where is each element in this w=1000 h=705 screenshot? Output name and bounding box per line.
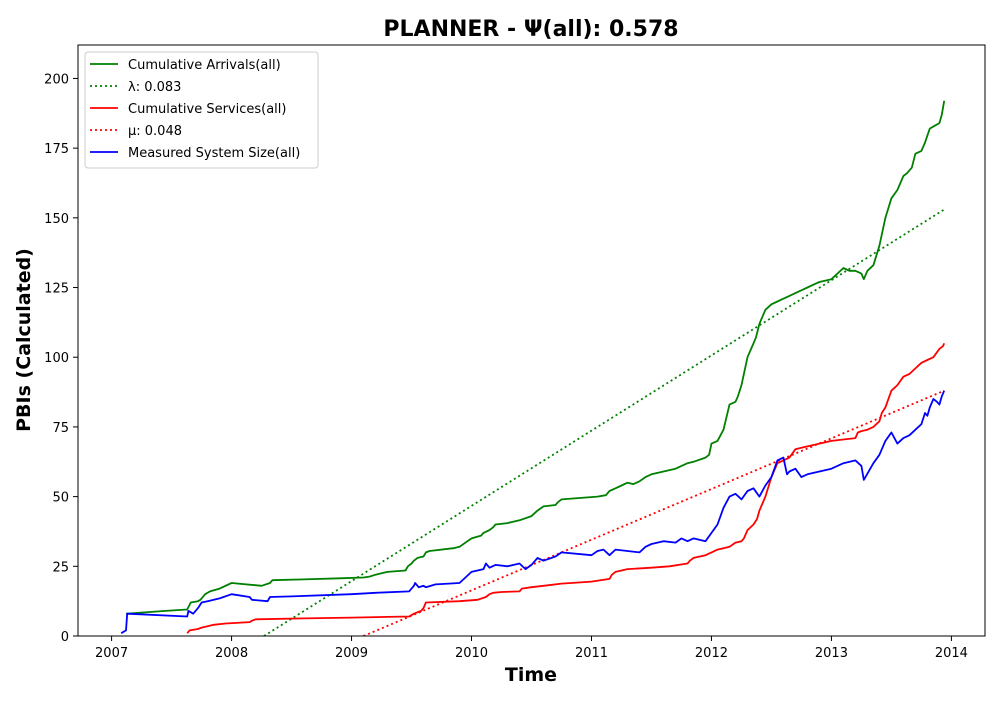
x-tick-label: 2012 — [695, 646, 728, 661]
plot-area — [120, 100, 946, 636]
legend-entry: Measured System Size(all) — [128, 146, 300, 161]
chart-title: PLANNER - Ψ(all): 0.578 — [383, 17, 678, 42]
y-tick-label: 0 — [61, 630, 69, 645]
legend-box — [84, 51, 319, 169]
x-axis-label: Time — [505, 664, 557, 686]
y-tick-label: 125 — [44, 282, 69, 297]
x-tick-label: 2013 — [815, 646, 848, 661]
y-tick-label: 150 — [44, 212, 69, 227]
y-axis-label: PBIs (Calculated) — [13, 248, 35, 432]
plot-frame — [77, 44, 986, 637]
legend-entry: Cumulative Services(all) — [128, 102, 286, 117]
series-line-3 — [363, 389, 945, 636]
x-tick-label: 2011 — [575, 646, 608, 661]
x-tick-label: 2007 — [95, 646, 128, 661]
y-tick-label: 50 — [52, 491, 69, 506]
y-tick-label: 75 — [52, 421, 69, 436]
x-axis: 2007 2008 2009 2010 2011 2012 2013 2014 — [95, 636, 968, 661]
x-tick-label: 2010 — [455, 646, 488, 661]
y-tick-label: 100 — [44, 351, 69, 366]
legend-entry: μ: 0.048 — [128, 124, 182, 139]
x-tick-label: 2008 — [215, 646, 248, 661]
x-tick-label: 2009 — [335, 646, 368, 661]
legend-entry: λ: 0.083 — [128, 80, 181, 95]
y-tick-label: 200 — [44, 72, 69, 87]
x-tick-label: 2014 — [935, 646, 968, 661]
legend-entry: Cumulative Arrivals(all) — [128, 58, 281, 73]
series-line-0 — [125, 100, 946, 615]
legend: Cumulative Arrivals(all) λ: 0.083 Cumulati… — [84, 51, 319, 169]
series-line-1 — [263, 208, 945, 636]
y-axis: 0 25 50 75 100 125 150 175 200 — [44, 72, 78, 645]
series-line-2 — [186, 342, 946, 634]
series-line-4 — [120, 390, 946, 634]
y-tick-label: 25 — [52, 560, 69, 575]
y-tick-label: 175 — [44, 142, 69, 157]
